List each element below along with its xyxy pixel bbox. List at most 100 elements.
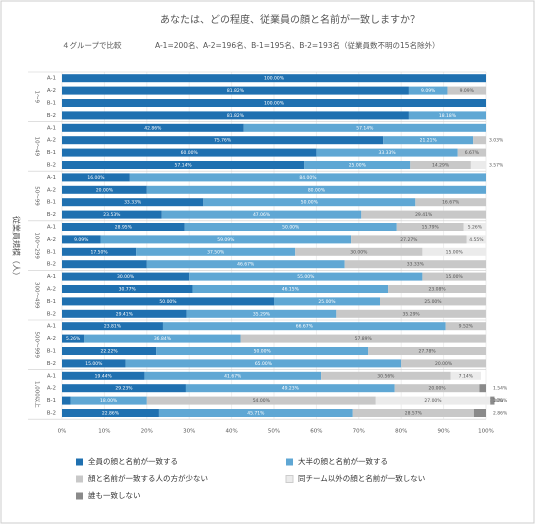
row-label: B-2 bbox=[47, 113, 56, 119]
row-label: B-2 bbox=[47, 411, 56, 417]
value-label: 4.55% bbox=[469, 237, 484, 243]
bar-segment bbox=[129, 173, 486, 182]
value-label: 42.86% bbox=[144, 125, 162, 131]
bar-segment bbox=[388, 285, 486, 293]
value-label: 29.41% bbox=[116, 311, 134, 317]
value-label: 6.67% bbox=[465, 150, 480, 156]
bar-segment bbox=[466, 235, 486, 244]
value-label: 15.00% bbox=[446, 274, 464, 280]
bar-segment bbox=[62, 74, 486, 83]
value-label: 20.00% bbox=[428, 386, 446, 392]
value-label: 15.79% bbox=[422, 225, 440, 231]
value-label: 16.67% bbox=[442, 200, 460, 206]
value-label: 81.82% bbox=[227, 113, 245, 119]
legend-swatch bbox=[285, 475, 294, 483]
bar-segment bbox=[295, 247, 423, 256]
legend-label: 同チーム以外の顔と名前が一致しない bbox=[298, 473, 425, 483]
bar-segment bbox=[304, 161, 411, 169]
value-label: 28.57% bbox=[405, 411, 423, 417]
value-label: 22.86% bbox=[102, 411, 120, 417]
row-label: A-2 bbox=[47, 336, 56, 342]
legend-swatch bbox=[76, 475, 83, 483]
row-label: A-2 bbox=[47, 138, 56, 144]
value-label: 16.00% bbox=[87, 175, 105, 181]
value-label: 33.33% bbox=[407, 262, 425, 268]
bar-segment bbox=[161, 210, 362, 219]
row-label: A-1 bbox=[47, 225, 56, 231]
value-label: 35.29% bbox=[253, 311, 271, 317]
bar-segment bbox=[62, 123, 244, 132]
value-label: 81.82% bbox=[227, 88, 245, 94]
bar-segment bbox=[62, 285, 193, 293]
value-label: 23.81% bbox=[104, 324, 122, 330]
row-label: B-2 bbox=[47, 163, 56, 169]
bar-segment bbox=[316, 148, 458, 157]
value-label: 27.78% bbox=[419, 349, 437, 355]
value-label: 1.00% bbox=[493, 398, 508, 404]
bar-segment bbox=[361, 210, 486, 219]
x-tick-label: 30% bbox=[183, 429, 195, 435]
bar-segment bbox=[203, 198, 416, 207]
value-label: 9.52% bbox=[459, 324, 474, 330]
x-tick-label: 40% bbox=[225, 429, 237, 435]
bar-segment bbox=[62, 161, 305, 169]
legend-label: 顔と名前が一致する人の方が少ない bbox=[88, 473, 208, 483]
bar-segment bbox=[186, 309, 337, 318]
value-label: 14.29% bbox=[432, 163, 450, 169]
value-label: 50.00% bbox=[254, 349, 272, 355]
bar-segment bbox=[136, 247, 296, 256]
legend-swatch bbox=[76, 458, 83, 466]
x-tick-label: 10% bbox=[98, 429, 110, 435]
value-label: 29.41% bbox=[415, 212, 433, 218]
bar-segment bbox=[156, 347, 369, 355]
bar-segment bbox=[84, 334, 241, 343]
value-label: 30.00% bbox=[117, 274, 135, 280]
value-label: 84.00% bbox=[299, 175, 317, 181]
group-label: 1～9 bbox=[34, 91, 40, 104]
value-label: 49.23% bbox=[282, 386, 300, 392]
legend-swatch bbox=[76, 492, 83, 500]
row-label: B-1 bbox=[47, 398, 56, 404]
value-label: 5.26% bbox=[468, 225, 483, 231]
bar-segment bbox=[62, 396, 71, 405]
row-label: B-1 bbox=[47, 299, 56, 305]
value-label: 27.27% bbox=[400, 237, 418, 243]
value-label: 7.14% bbox=[459, 373, 474, 379]
value-label: 36.84% bbox=[154, 336, 172, 342]
bar-segment bbox=[62, 173, 130, 182]
bar-segment bbox=[62, 260, 147, 269]
bar-segment bbox=[62, 148, 317, 157]
chart-subtitle: ４グループで比較 bbox=[62, 40, 122, 50]
bar-segment bbox=[62, 247, 137, 256]
chart-note: A-1=200名、A-2=196名、B-1=195名、B-2=193名（従業員数… bbox=[155, 40, 440, 50]
x-tick-label: 80% bbox=[395, 429, 407, 435]
bar-segment bbox=[450, 371, 481, 380]
bar-segment bbox=[146, 396, 376, 405]
value-label: 20.00% bbox=[96, 187, 114, 193]
bar-segment bbox=[383, 136, 474, 145]
row-label: A-1 bbox=[47, 125, 56, 131]
value-label: 50.00% bbox=[159, 299, 177, 305]
value-label: 75.76% bbox=[214, 138, 232, 144]
group-label: 10～49 bbox=[34, 137, 40, 157]
x-tick-label: 0% bbox=[58, 429, 67, 435]
bar-segment bbox=[62, 334, 85, 343]
bar-segment bbox=[274, 297, 380, 306]
bar-segment bbox=[479, 384, 486, 393]
row-label: A-2 bbox=[47, 187, 56, 193]
bar-segment bbox=[62, 136, 384, 145]
bar-segment bbox=[62, 198, 204, 207]
row-label: A-1 bbox=[47, 324, 56, 330]
bar-segment bbox=[240, 334, 486, 343]
value-label: 17.50% bbox=[91, 249, 109, 255]
value-label: 46.15% bbox=[282, 287, 300, 293]
bar-segment bbox=[62, 111, 409, 120]
bar-segment bbox=[100, 235, 352, 244]
value-label: 3.57% bbox=[489, 163, 504, 169]
bar-segment bbox=[321, 371, 451, 380]
row-label: A-1 bbox=[47, 76, 56, 82]
bar-segment bbox=[62, 297, 274, 306]
bar-segment bbox=[422, 247, 486, 256]
value-label: 54.00% bbox=[253, 398, 271, 404]
